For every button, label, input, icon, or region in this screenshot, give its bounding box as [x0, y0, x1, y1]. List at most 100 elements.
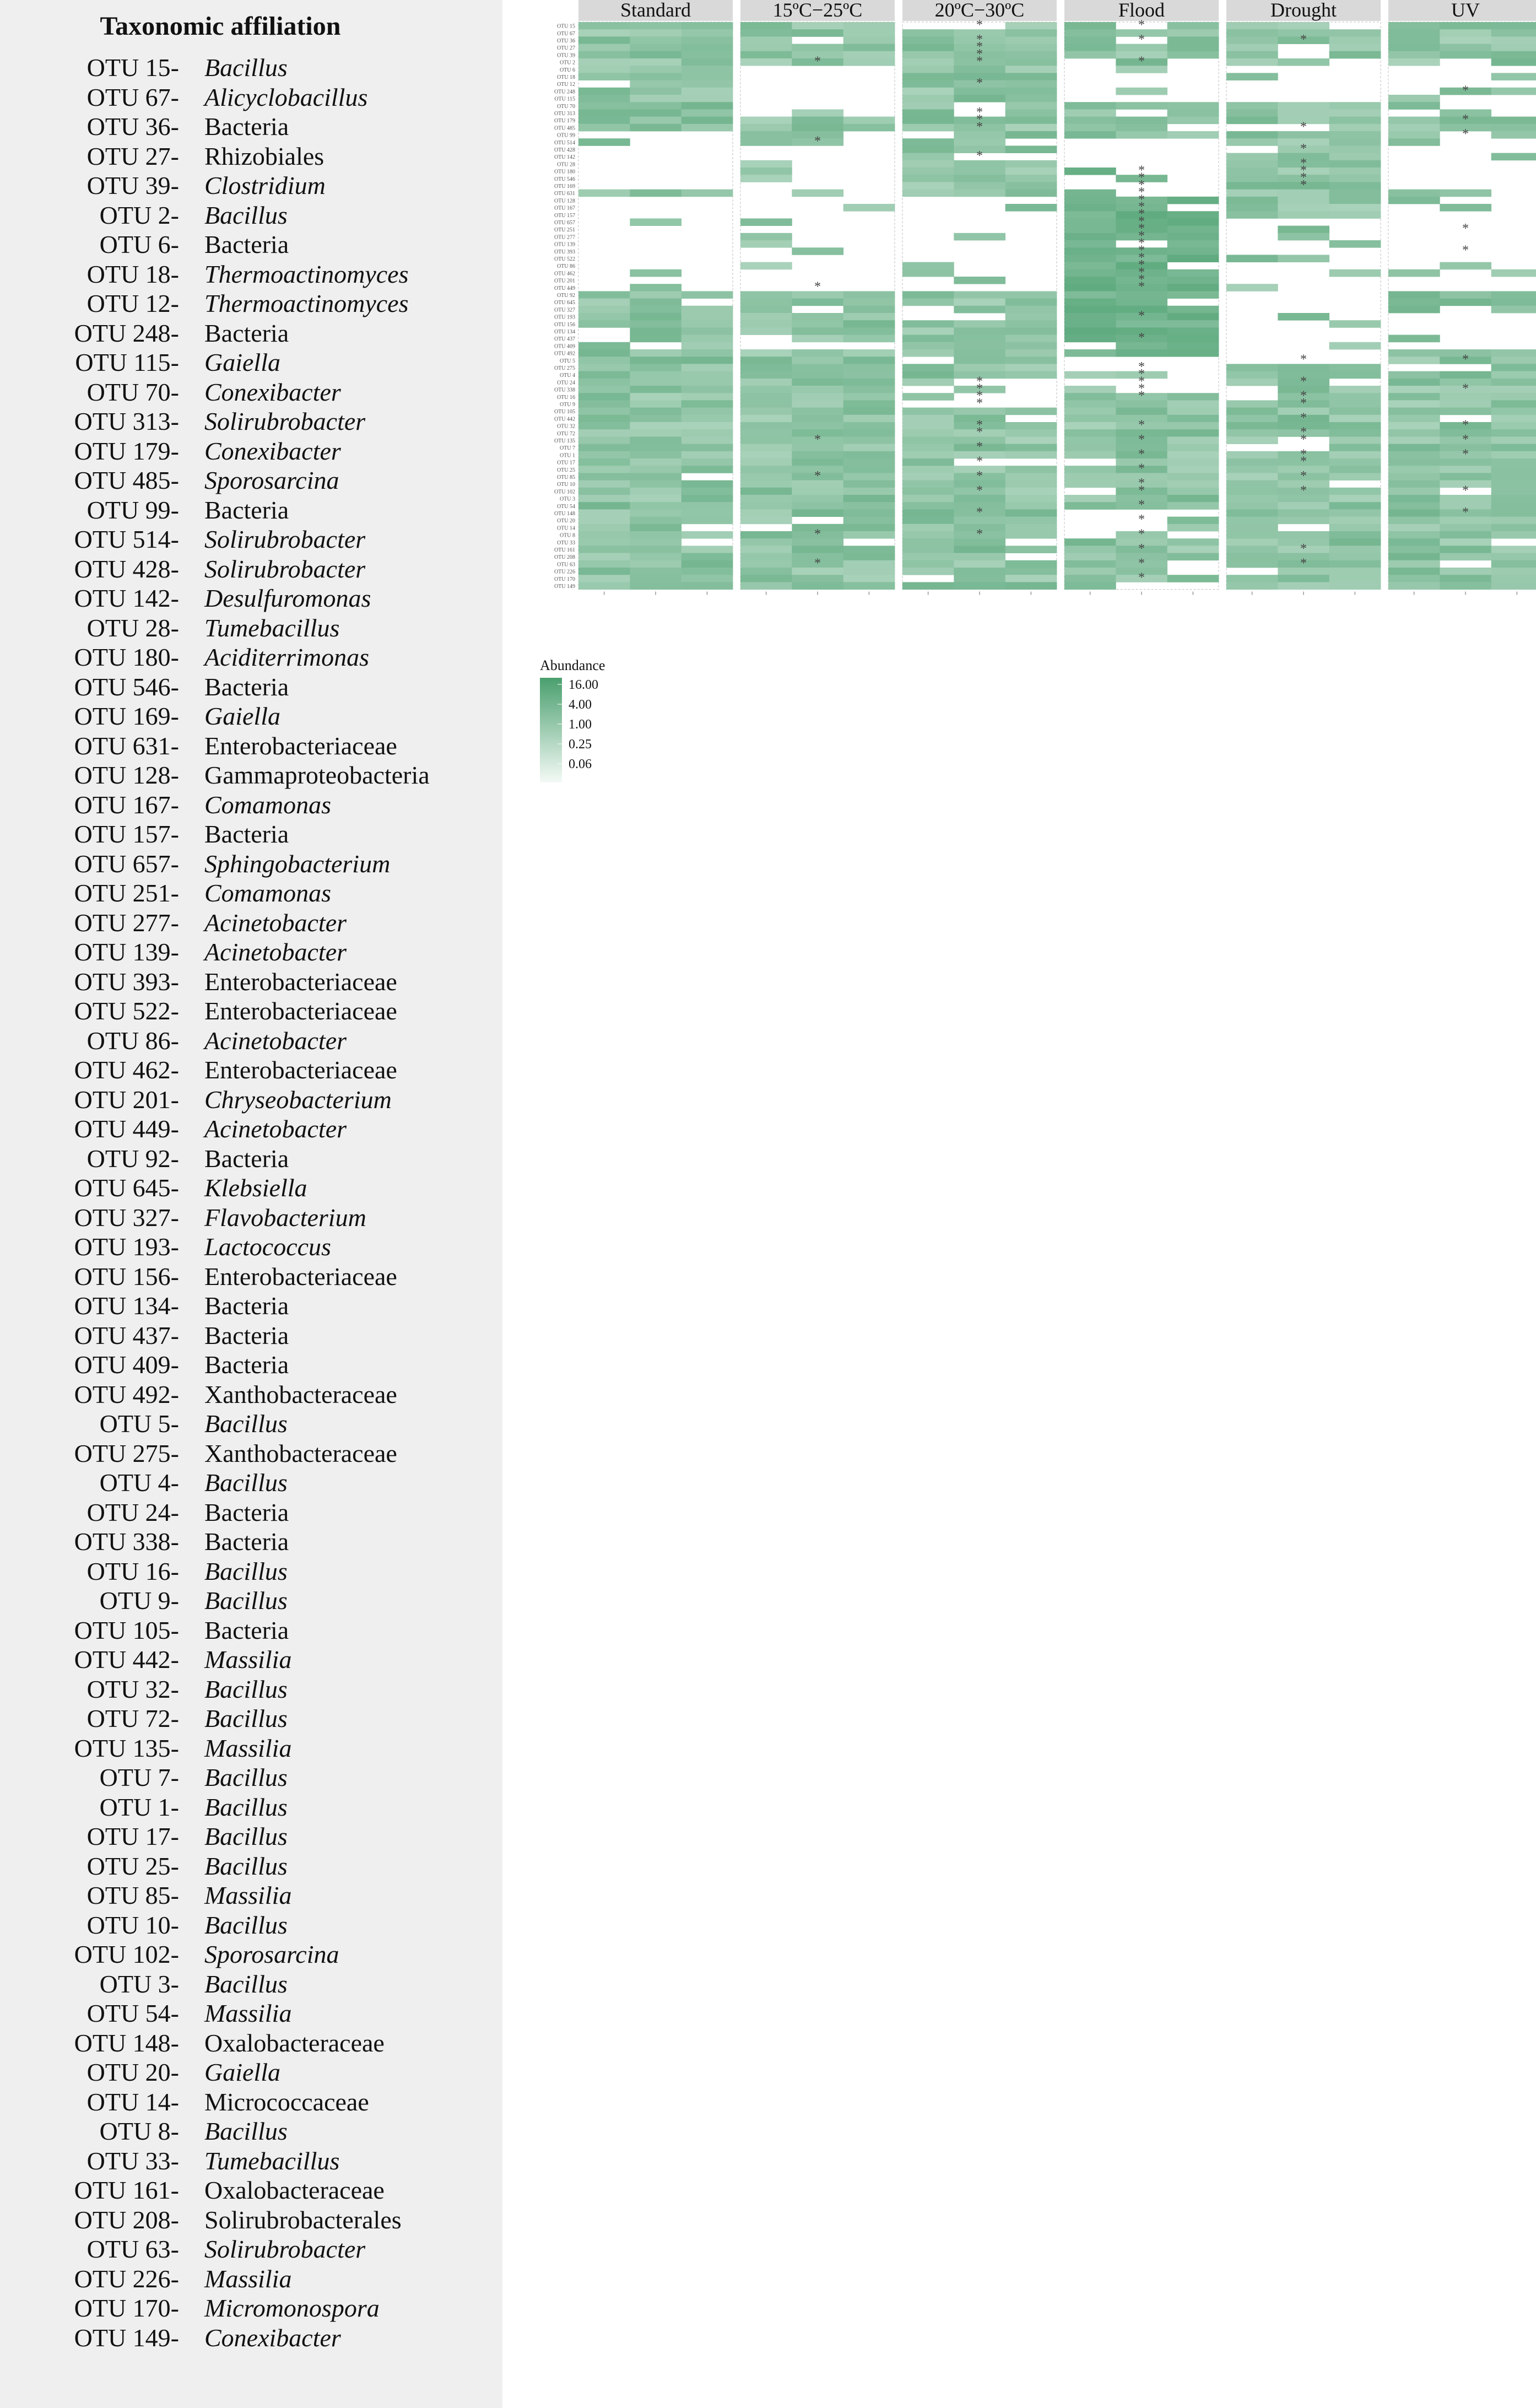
otu-label: OTU 657- [74, 849, 179, 878]
heatmap-cell [902, 546, 954, 553]
heatmap-cell [843, 473, 895, 480]
significance-mark: * [1138, 280, 1145, 294]
heatmap-cell [1388, 95, 1440, 102]
significance-mark: * [1462, 244, 1469, 258]
heatmap-cell [902, 123, 954, 132]
heatmap-cell [843, 451, 895, 459]
heatmap-cell [1064, 444, 1116, 452]
heatmap-cell [1388, 189, 1440, 197]
heatmap-cell [1116, 211, 1168, 219]
heatmap-cell [630, 51, 682, 59]
heatmap-row-label: OTU 20 [557, 518, 575, 524]
otu-label: OTU 134- [74, 1292, 179, 1320]
heatmap-cell [1329, 116, 1381, 125]
heatmap-cell [1226, 189, 1278, 197]
heatmap-cell [1005, 480, 1057, 488]
heatmap-cell [1116, 349, 1168, 357]
heatmap-row-label: OTU 36 [557, 38, 575, 44]
heatmap-cell [740, 29, 792, 37]
heatmap-cell [902, 168, 954, 175]
heatmap-cell [1005, 523, 1057, 532]
heatmap-cell [578, 400, 630, 408]
heatmap-cell [1388, 480, 1440, 488]
heatmap-cell [902, 458, 954, 466]
heatmap-cell [1329, 422, 1381, 430]
heatmap-cell [902, 582, 954, 590]
heatmap-cell [1226, 29, 1278, 37]
heatmap-cell [630, 349, 682, 357]
heatmap-cell [843, 509, 895, 517]
significance-mark: * [976, 505, 983, 520]
heatmap-cell [902, 189, 954, 197]
heatmap-cell [630, 422, 682, 430]
heatmap-row-label: OTU 193 [554, 315, 575, 321]
heatmap-cell [740, 560, 792, 568]
heatmap-cell [578, 582, 630, 590]
heatmap-cell [1440, 204, 1492, 212]
taxonomy-row: OTU 226- Massilia [0, 2264, 502, 2293]
heatmap-cell [1388, 58, 1440, 66]
heatmap-cell [1167, 291, 1219, 299]
heatmap-cell [1167, 255, 1219, 262]
heatmap-cell [1226, 211, 1278, 219]
heatmap-cell [1329, 269, 1381, 277]
heatmap-cell [1278, 196, 1330, 204]
heatmap-cell [681, 582, 733, 590]
otu-label: OTU 338- [74, 1527, 179, 1556]
heatmap-cell [792, 407, 844, 415]
heatmap-cell [1278, 378, 1330, 386]
taxon-name: Bacillus [204, 1675, 288, 1703]
heatmap-row-label: OTU 7 [560, 445, 575, 451]
heatmap-cell [1491, 378, 1536, 386]
heatmap-cell [1388, 371, 1440, 379]
heatmap-cell [681, 400, 733, 408]
heatmap-cell [1440, 546, 1492, 553]
heatmap-cell [1064, 575, 1116, 582]
heatmap-cell [1329, 495, 1381, 503]
heatmap-cell [1116, 277, 1168, 284]
heatmap-cell [1329, 131, 1381, 139]
heatmap-cell [1278, 233, 1330, 241]
heatmap-cell [1440, 393, 1492, 401]
heatmap-cell [1064, 131, 1116, 139]
heatmap-cell [843, 116, 895, 125]
heatmap-row-label: OTU 428 [554, 147, 575, 153]
heatmap-cell [902, 560, 954, 568]
heatmap-cell [1064, 480, 1116, 488]
significance-mark: * [1138, 382, 1145, 396]
heatmap-cell [1064, 568, 1116, 575]
taxonomy-row: OTU 462- Enterobacteriaceae [0, 1055, 502, 1084]
significance-mark: * [1138, 418, 1145, 433]
heatmap-cell [630, 414, 682, 423]
heatmap-cell [1440, 429, 1492, 437]
heatmap-row-label: OTU 1 [560, 452, 575, 458]
heatmap-cell [1167, 51, 1219, 59]
legend-title: Abundance [540, 657, 605, 673]
heatmap-cell [681, 189, 733, 197]
heatmap-cell [578, 44, 630, 52]
heatmap-cell [1278, 153, 1330, 161]
otu-label: OTU 86- [86, 1026, 179, 1055]
heatmap-cell [1005, 349, 1057, 357]
significance-mark: * [1138, 527, 1145, 542]
heatmap-cell [1491, 123, 1536, 132]
heatmap-cell [578, 138, 630, 146]
taxon-name: Sporosarcina [204, 1940, 339, 1968]
facet-label: 20ºC−30ºC [935, 0, 1025, 21]
heatmap-row-label: OTU 485 [554, 125, 575, 131]
heatmap-cell [954, 516, 1006, 525]
heatmap-cell [578, 66, 630, 73]
heatmap-cell [1005, 582, 1057, 590]
heatmap-cell [902, 269, 954, 277]
significance-mark: * [814, 527, 821, 542]
heatmap-cell [902, 349, 954, 357]
heatmap-cell [1491, 480, 1536, 488]
heatmap-cell [1440, 36, 1492, 44]
heatmap-cell [1440, 509, 1492, 517]
heatmap-cell [902, 364, 954, 371]
otu-label: OTU 437- [74, 1321, 179, 1349]
otu-label: OTU 277- [74, 908, 179, 937]
heatmap-cell [1005, 36, 1057, 44]
heatmap-cell [1064, 218, 1116, 226]
taxonomy-row: OTU 27- Rhizobiales [0, 142, 502, 171]
